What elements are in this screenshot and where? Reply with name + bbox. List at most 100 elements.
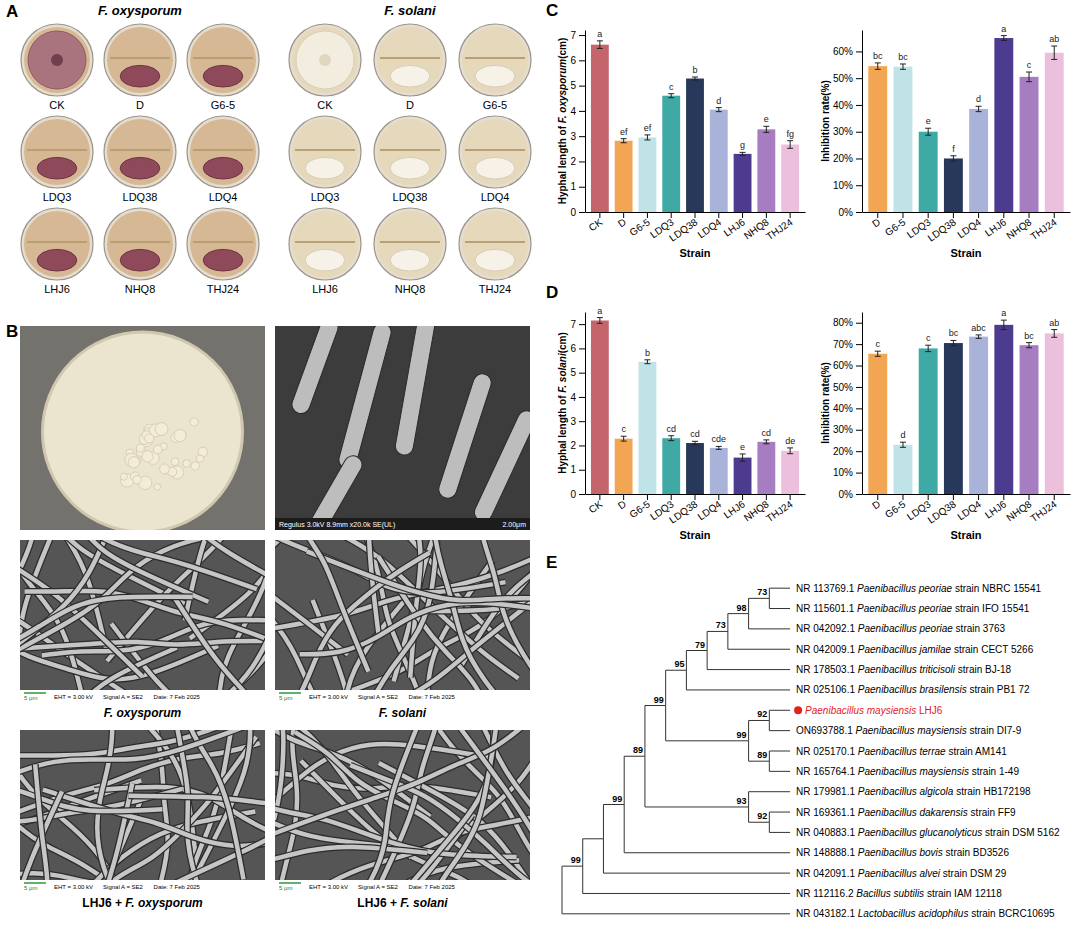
fungal-colony: [28, 31, 86, 89]
leaf-strain: strain 3763: [953, 623, 1006, 634]
x-tick-mark: [790, 212, 791, 218]
x-axis-title: Strain: [950, 247, 981, 259]
branch: [624, 805, 790, 853]
leaf-label: NR 113769.1 Paenibacillus peoriae strain…: [796, 583, 1041, 594]
x-tick-mark: [742, 212, 743, 218]
x-tick-mark: [877, 494, 878, 500]
x-tick-label: CK: [587, 498, 605, 515]
significance-letter: fg: [786, 129, 794, 139]
sem-info: Date: 7 Feb 2025: [409, 884, 456, 890]
significance-letter: c: [621, 424, 626, 434]
bar: [919, 132, 938, 212]
error-cap: [1051, 329, 1057, 330]
leaf-label: NR 179981.1 Paenibacillus algicola strai…: [796, 786, 1031, 797]
x-tick-label: LDQ38: [667, 498, 700, 525]
bacterial-streak: [110, 149, 170, 151]
y-tick-mark: [579, 35, 585, 36]
x-tick-mark: [599, 212, 600, 218]
x-tick: LDQ38: [926, 212, 959, 244]
plate-label: NHQ8: [125, 283, 156, 295]
y-tick-mark: [579, 348, 585, 349]
sem-strip: [20, 690, 265, 702]
y-tick: 10%: [833, 467, 862, 478]
y-tick: 20%: [833, 446, 862, 457]
error-bar: [877, 351, 878, 356]
hypha: [275, 540, 368, 672]
error-cap: [716, 111, 722, 112]
leaf-accession: NR 025106.1: [796, 684, 855, 695]
x-tick: THJ24: [764, 494, 795, 524]
bar: [919, 348, 938, 494]
leaf-label: NR 025170.1 Paenibacillus terrae strain …: [796, 746, 1007, 757]
y-tick-label: 60%: [833, 360, 853, 371]
error-cap: [644, 363, 650, 364]
error-cap: [950, 340, 956, 341]
hypha: [175, 598, 265, 702]
significance-letter: ef: [644, 123, 652, 133]
significance-letter: c: [876, 339, 881, 349]
x-tick: LDQ38: [667, 212, 700, 244]
x-tick-mark: [953, 212, 954, 218]
petri-dish: [289, 24, 361, 96]
petri-dish: [374, 116, 446, 188]
error-bar: [742, 454, 743, 461]
error-cap: [875, 351, 881, 352]
fungal-colony: [390, 65, 430, 87]
y-axis-title-part: (cm): [557, 332, 568, 353]
scale-bar: [279, 882, 301, 884]
photo-colony: [155, 423, 168, 436]
error-bar: [978, 106, 979, 111]
y-tick: 6: [570, 343, 585, 354]
branch: [769, 598, 790, 608]
x-tick-label: G6-5: [883, 498, 908, 520]
leaf-strain: strain PB1 72: [967, 684, 1030, 695]
leaf-strain: strain DSM 29: [940, 868, 1007, 879]
y-axis: 0%10%20%30%40%50%60%: [833, 31, 863, 218]
leaf-species: Paenibacillus bovis: [855, 847, 943, 858]
bar: [994, 38, 1013, 212]
error-cap: [976, 338, 982, 339]
bar: [710, 110, 728, 212]
y-tick-mark: [579, 60, 585, 61]
plate-label: D: [406, 99, 414, 111]
x-tick: LDQ4: [696, 494, 724, 522]
x-tick-mark: [623, 494, 624, 500]
bar: [591, 45, 609, 212]
significance-letter: g: [740, 140, 745, 150]
error-cap: [597, 317, 603, 318]
sem-scale: 5 μm: [24, 695, 37, 701]
y-tick-mark: [856, 451, 862, 452]
error-cap: [716, 449, 722, 450]
error-cap: [1051, 59, 1057, 60]
error-cap: [1001, 320, 1007, 321]
error-bar: [877, 63, 878, 69]
error-cap: [1001, 35, 1007, 36]
error-bar: [766, 126, 767, 132]
leaf-strain: strain IFO 15541: [952, 603, 1030, 614]
y-tick: 50%: [833, 73, 862, 84]
bar-chart: cdcbcabcabcab0%10%20%30%40%50%60%70%80%D…: [820, 308, 1071, 540]
y-axis-title-part: Hyphal length of: [557, 123, 568, 204]
photo-colony: [174, 429, 186, 441]
bar: [868, 354, 887, 494]
y-tick: 40%: [833, 403, 862, 414]
panel-label: C: [546, 1, 558, 20]
hypha: [176, 741, 265, 882]
x-tick-label: D: [870, 498, 882, 511]
error-bar: [647, 135, 648, 140]
dish-rim: [289, 208, 361, 280]
y-tick-label: 80%: [833, 317, 853, 328]
leaf-strain: strain DSM 5162: [982, 827, 1060, 838]
x-tick-mark: [718, 212, 719, 218]
leaf-label: NR 178503.1 Paenibacillus triticisoli st…: [796, 664, 1012, 675]
significance-letter: a: [597, 29, 602, 39]
y-tick: 4: [570, 106, 585, 117]
bootstrap-value: 93: [737, 796, 747, 806]
y-tick-label: 40%: [833, 100, 853, 111]
photo-plate: [43, 332, 243, 530]
y-axis-title: Inhibition rate(%): [820, 80, 831, 162]
x-axis-line: [863, 212, 1071, 213]
fungal-colony: [203, 65, 243, 87]
hypha-edge: [434, 540, 530, 702]
petri-dish: [187, 208, 259, 280]
